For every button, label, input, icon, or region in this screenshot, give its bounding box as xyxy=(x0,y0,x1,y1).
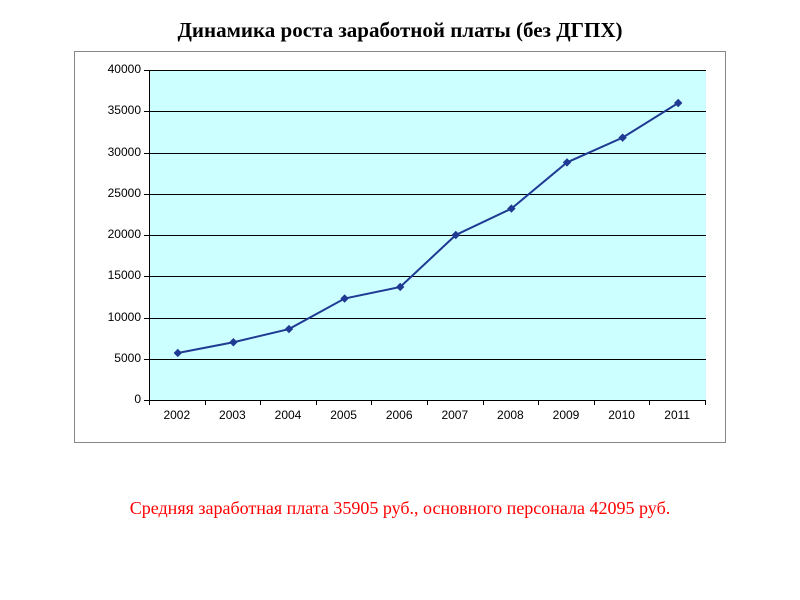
y-axis-label: 10000 xyxy=(91,310,141,324)
x-axis-label: 2010 xyxy=(602,408,642,422)
x-tick xyxy=(149,400,150,405)
x-axis-label: 2002 xyxy=(157,408,197,422)
x-tick xyxy=(427,400,428,405)
y-axis-label: 25000 xyxy=(91,186,141,200)
x-tick xyxy=(316,400,317,405)
x-tick xyxy=(371,400,372,405)
y-axis-label: 0 xyxy=(91,392,141,406)
y-tick xyxy=(144,276,149,277)
x-tick xyxy=(594,400,595,405)
chart-title: Динамика роста заработной платы (без ДГП… xyxy=(0,0,800,51)
x-axis-label: 2007 xyxy=(435,408,475,422)
y-axis-label: 15000 xyxy=(91,268,141,282)
x-axis-label: 2004 xyxy=(268,408,308,422)
y-tick xyxy=(144,70,149,71)
y-axis-label: 35000 xyxy=(91,103,141,117)
y-tick xyxy=(144,153,149,154)
data-marker xyxy=(174,349,181,356)
y-axis-label: 40000 xyxy=(91,62,141,76)
data-line xyxy=(178,103,678,353)
y-tick xyxy=(144,111,149,112)
x-axis-label: 2008 xyxy=(490,408,530,422)
line-series xyxy=(150,70,706,400)
y-axis-label: 5000 xyxy=(91,351,141,365)
x-tick xyxy=(205,400,206,405)
y-tick xyxy=(144,194,149,195)
x-tick xyxy=(705,400,706,405)
x-tick xyxy=(483,400,484,405)
x-axis-label: 2006 xyxy=(379,408,419,422)
y-tick xyxy=(144,235,149,236)
chart-caption: Средняя заработная плата 35905 руб., осн… xyxy=(0,498,800,519)
plot-area xyxy=(149,70,706,401)
data-marker xyxy=(230,339,237,346)
x-tick xyxy=(649,400,650,405)
x-axis-label: 2003 xyxy=(212,408,252,422)
x-axis-label: 2009 xyxy=(546,408,586,422)
y-tick xyxy=(144,318,149,319)
x-axis-label: 2005 xyxy=(324,408,364,422)
x-tick xyxy=(260,400,261,405)
y-axis-label: 20000 xyxy=(91,227,141,241)
x-tick xyxy=(538,400,539,405)
chart-container: 0 5000 10000 15000 20000 25000 30000 35000 40000… xyxy=(74,51,726,443)
y-axis-label: 30000 xyxy=(91,145,141,159)
y-tick xyxy=(144,359,149,360)
x-axis-label: 2011 xyxy=(657,408,697,422)
